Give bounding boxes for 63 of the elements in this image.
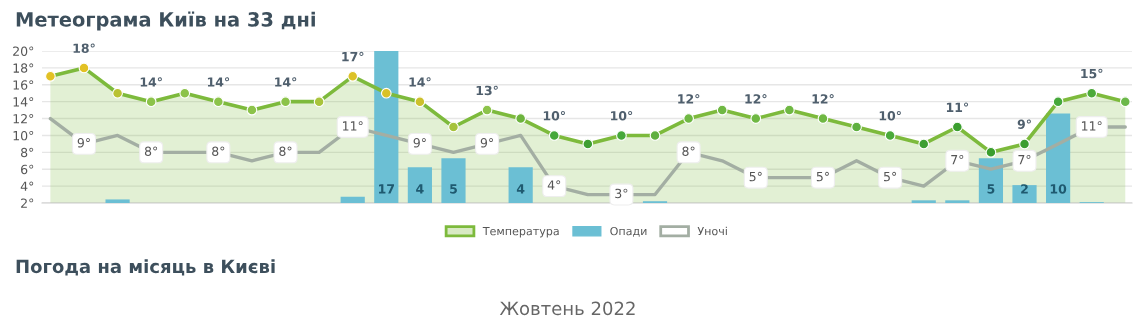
data-label: 4	[416, 184, 424, 194]
y-tick-label: 10°	[13, 130, 34, 141]
y-tick-label: 12°	[13, 114, 34, 124]
data-label: 2	[1021, 184, 1028, 194]
y-tick-label: 6°	[21, 164, 34, 175]
data-label: 12°	[678, 94, 700, 104]
data-label: 8°	[144, 146, 158, 156]
data-label: 10°	[611, 110, 633, 121]
data-label: 5	[450, 184, 457, 194]
bar	[340, 196, 365, 203]
data-label: 8°	[682, 146, 695, 156]
data-label: 14°	[409, 77, 431, 87]
data-label: 8°	[279, 146, 292, 156]
bar	[945, 200, 970, 203]
text: Погода на місяць в Києві	[16, 259, 275, 276]
y-tick-label: 4°	[20, 181, 34, 191]
bar	[911, 200, 936, 203]
legend-label: Температура	[482, 227, 559, 238]
data-label: 12°	[812, 94, 834, 104]
data-label: 10°	[543, 110, 565, 121]
data-label: 15°	[1081, 68, 1103, 79]
bar	[1046, 113, 1071, 203]
data-label: 4	[516, 184, 525, 194]
data-label: 14°	[275, 77, 297, 87]
data-label: 14°	[140, 77, 162, 87]
data-label: 11°	[946, 102, 969, 112]
bar	[105, 199, 130, 203]
y-tick-label: 8°	[21, 147, 34, 158]
data-label: 5	[987, 184, 995, 194]
data-label: 3°	[615, 188, 628, 199]
y-tick-label: 16°	[13, 80, 34, 90]
data-label: 5°	[749, 171, 762, 182]
data-label: 9°	[480, 138, 493, 148]
y-tick-label: 2°	[21, 198, 34, 208]
data-label: 9°	[77, 138, 90, 148]
y-tick-label: 20°	[13, 46, 34, 56]
data-label: 17°	[342, 51, 364, 62]
bar	[1012, 185, 1037, 203]
data-label: 12°	[745, 94, 767, 104]
text: Жовтень 2022	[499, 301, 635, 316]
data-label: 18°	[73, 43, 95, 53]
data-label: 17	[379, 184, 394, 194]
bar	[441, 158, 466, 203]
data-label: 5°	[816, 171, 829, 182]
data-label: 9°	[1017, 119, 1031, 129]
legend-label: Опади	[610, 226, 647, 237]
legend-label: Уночі	[697, 226, 727, 236]
data-label: 13°	[476, 85, 498, 96]
bar	[374, 51, 399, 203]
data-label: 4°	[547, 180, 561, 190]
chart-title: Метеограма Київ на 33 дні	[16, 11, 315, 31]
data-label: 9°	[413, 138, 426, 148]
y-tick-label: 18°	[13, 63, 34, 73]
data-label: 7°	[951, 154, 964, 165]
data-label: 5°	[884, 171, 897, 182]
data-label: 8°	[212, 146, 225, 156]
data-label: 14°	[207, 77, 230, 87]
data-label: 10	[1050, 184, 1067, 194]
data-label: 10°	[879, 110, 901, 121]
data-label: 7°	[1018, 154, 1031, 165]
bar	[508, 167, 533, 203]
bar	[407, 167, 432, 203]
y-tick-label: 14°	[13, 97, 34, 107]
